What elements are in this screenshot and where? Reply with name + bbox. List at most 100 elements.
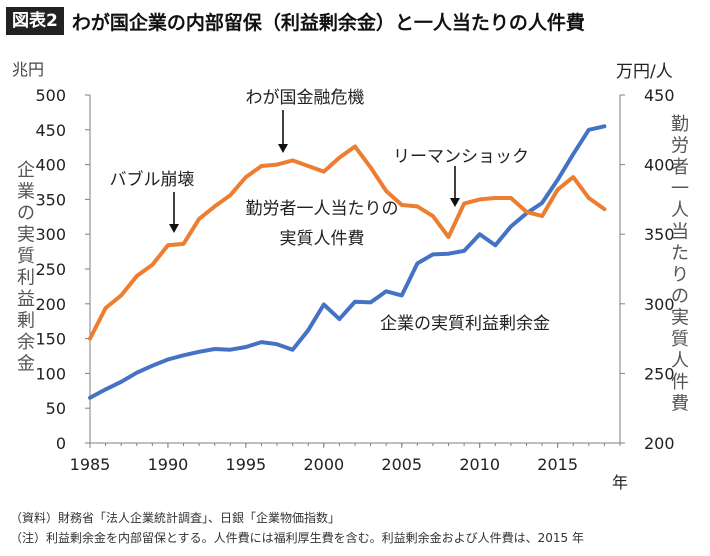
y-left-title: 企業の実質利益剰余金 [17, 160, 35, 375]
y-right-title-char: 件 [671, 372, 689, 393]
bubble-arrow-head [169, 224, 179, 233]
y-right-title-char: り [671, 265, 689, 286]
y-left-unit: 兆円 [12, 60, 44, 79]
data-point [493, 196, 497, 200]
crisis-arrow-head [278, 144, 288, 153]
y-right-title-char: 者 [671, 157, 689, 178]
data-point [353, 300, 357, 304]
series-line [88, 144, 607, 341]
data-point [104, 306, 108, 310]
data-point [322, 302, 326, 306]
data-point [587, 196, 591, 200]
data-point [306, 164, 310, 168]
y-left-tick-label: 0 [56, 434, 66, 453]
data-point [306, 328, 310, 332]
y-left-tick-label: 350 [35, 190, 66, 209]
y-left-tick-label: 50 [46, 399, 66, 418]
y-right-title-char: 勤 [671, 114, 689, 135]
data-point [213, 347, 217, 351]
y-right-unit: 万円/人 [616, 62, 673, 82]
data-point [447, 252, 451, 256]
source-note: （資料）財務省「法人企業統計調査」、日銀「企業物価指数」 [10, 511, 341, 525]
y-left-title-char: 業 [17, 182, 35, 203]
data-point [259, 164, 263, 168]
data-point [197, 350, 201, 354]
y-right-title-char: 人 [671, 200, 689, 221]
series-label-retained-earnings: 企業の実質利益剰余金 [380, 314, 550, 334]
data-point [478, 232, 482, 236]
title-bar: 図表2 わが国企業の内部留保（利益剰余金）と一人当たりの人件費 [6, 6, 585, 36]
data-point [244, 175, 248, 179]
data-point [478, 197, 482, 201]
data-point [104, 387, 108, 391]
y-right-title-char: た [671, 243, 689, 264]
data-point [400, 293, 404, 297]
data-point [353, 145, 357, 149]
series-label-labor-cost-2: 実質人件費 [280, 229, 365, 249]
data-point [556, 178, 560, 182]
data-point [462, 249, 466, 253]
x-tick-label: 1985 [70, 455, 111, 474]
y-left-tick-label: 100 [35, 364, 66, 383]
data-point [384, 189, 388, 193]
data-point [337, 156, 341, 160]
y-right-title-char: 一 [671, 179, 689, 200]
y-left-title-char: 企 [17, 160, 35, 181]
data-point [119, 380, 123, 384]
data-point [259, 340, 263, 344]
figure-title: わが国企業の内部留保（利益剰余金）と一人当たりの人件費 [71, 11, 585, 34]
footnote: （注）利益剰余金を内部留保とする。人件費には福利厚生費を含む。利益剰余金および人… [10, 531, 584, 545]
x-tick-label: 1990 [148, 455, 189, 474]
data-point [88, 337, 92, 341]
series-line [88, 124, 607, 400]
y-right-tick-label: 450 [644, 86, 675, 105]
x-tick-label: 2000 [303, 455, 344, 474]
data-point [524, 210, 528, 214]
x-tick-label: 2010 [459, 455, 500, 474]
data-point [150, 263, 154, 267]
y-left-title-char: 金 [17, 354, 35, 375]
y-right-title-char: 当 [671, 222, 689, 243]
data-point [182, 353, 186, 357]
data-point [384, 289, 388, 293]
data-point [228, 348, 232, 352]
y-left-title-char: 剰 [17, 311, 35, 332]
y-right-tick-label: 200 [644, 434, 675, 453]
data-point [197, 217, 201, 221]
data-point [571, 175, 575, 179]
annotation-financial-crisis: わが国金融危機 [246, 88, 365, 108]
y-right-tick-label: 250 [644, 364, 675, 383]
y-left-title-char: 質 [17, 246, 35, 267]
data-point [602, 207, 606, 211]
data-point [244, 345, 248, 349]
data-point [291, 348, 295, 352]
annotation-lehman: リーマンショック [393, 147, 529, 167]
x-tick-label: 1995 [226, 455, 267, 474]
y-right-tick-label: 350 [644, 225, 675, 244]
data-point [493, 243, 497, 247]
data-point [275, 163, 279, 167]
data-point [135, 371, 139, 375]
data-point [602, 124, 606, 128]
series-layer [88, 124, 607, 400]
lehman-arrow-head [450, 198, 460, 207]
y-left-tick-label: 200 [35, 295, 66, 314]
data-point [135, 274, 139, 278]
data-point [119, 293, 123, 297]
data-point [587, 128, 591, 132]
data-point [166, 243, 170, 247]
data-point [322, 170, 326, 174]
y-right-title-char: の [671, 286, 689, 307]
data-point [369, 165, 373, 169]
data-point [228, 193, 232, 197]
x-tick-label: 2015 [537, 455, 578, 474]
series-label-labor-cost-1: 勤労者一人当たりの [246, 199, 399, 219]
data-point [571, 152, 575, 156]
y-left-title-char: 益 [17, 289, 35, 310]
data-point [462, 202, 466, 206]
notes: （資料）財務省「法人企業統計調査」、日銀「企業物価指数」 （注）利益剰余金を内部… [10, 508, 584, 548]
y-left-tick-label: 400 [35, 156, 66, 175]
annotation-bubble: バブル崩壊 [110, 169, 195, 190]
data-point [337, 317, 341, 321]
